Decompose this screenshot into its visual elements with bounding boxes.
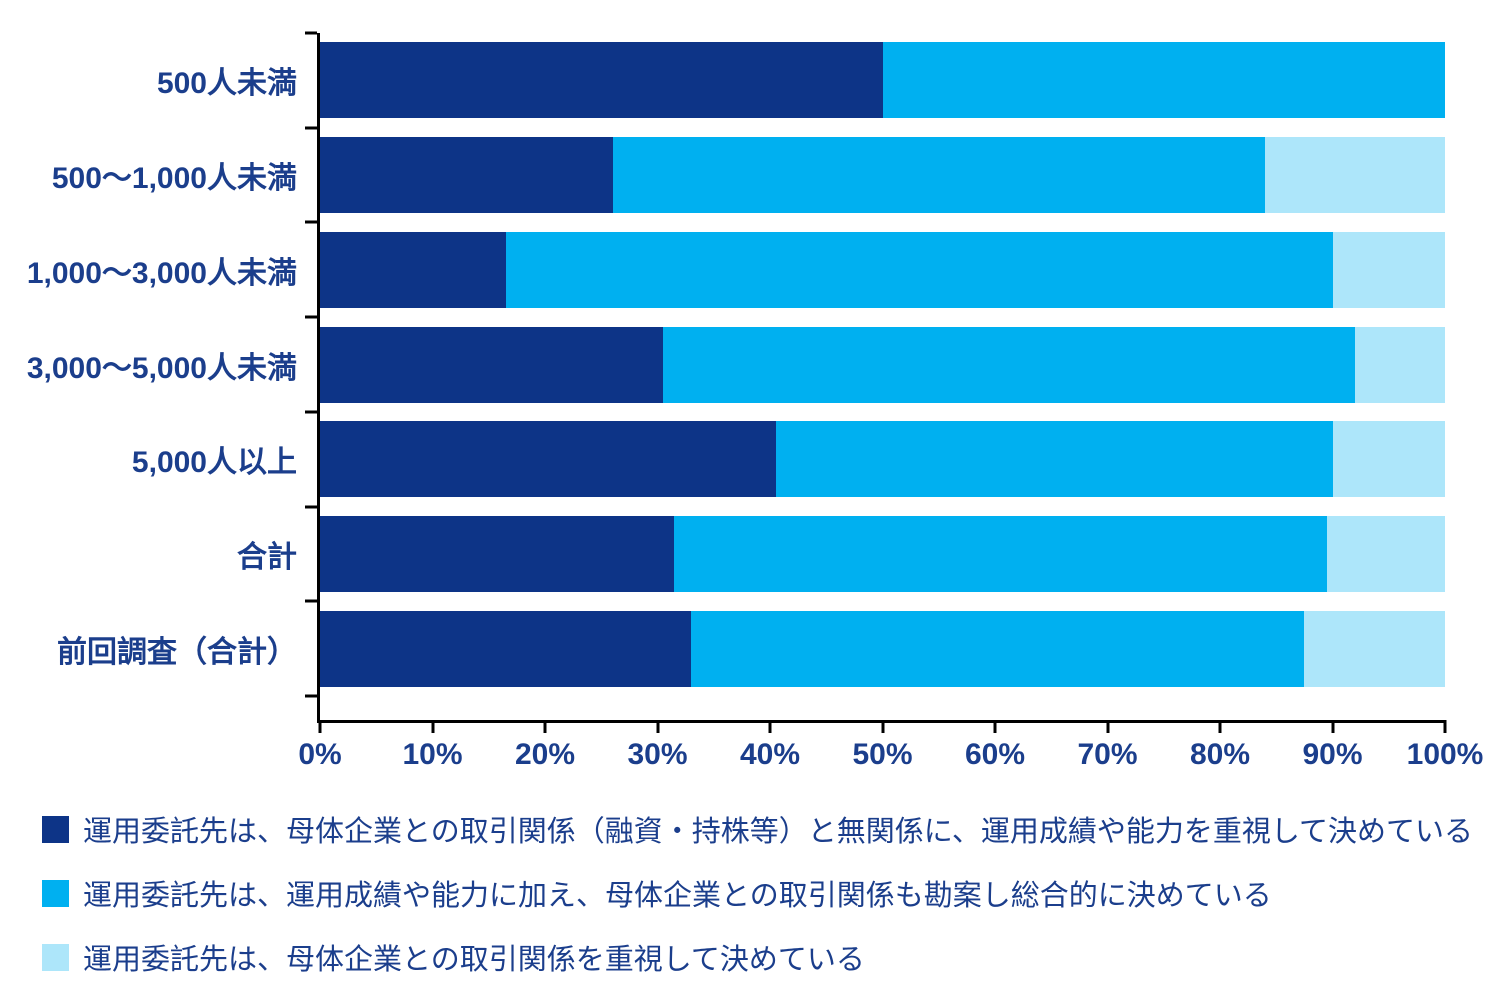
y-axis-tick [305, 599, 317, 603]
bar-segment-series-2 [691, 610, 1305, 687]
x-axis-tick-label: 20% [514, 738, 576, 771]
bar-row [320, 317, 1445, 412]
bar-segment-series-3 [1355, 326, 1445, 403]
category-label: 5,000人以上 [131, 446, 297, 480]
x-axis-tick [881, 720, 884, 733]
bar-segment-series-2 [775, 421, 1333, 498]
stacked-bar [320, 610, 1445, 687]
legend-swatch-icon [42, 879, 69, 907]
legend: 運用委託先は、母体企業との取引関係（融資・持株等）と無関係に、運用成績や能力を重… [42, 806, 1473, 998]
legend-item: 運用委託先は、母体企業との取引関係を重視して決めている [42, 934, 1473, 980]
x-axis-tick [993, 720, 997, 733]
bar-segment-series-1 [320, 42, 883, 119]
category-label: 合計 [237, 540, 297, 574]
stacked-bar [320, 231, 1445, 308]
y-axis-tick [305, 220, 317, 224]
y-axis-tick [305, 126, 317, 130]
bar-segment-series-3 [1304, 610, 1445, 687]
x-axis-tick-label: 90% [1302, 738, 1363, 771]
bar-segment-series-1 [320, 137, 613, 214]
x-axis-tick [1218, 720, 1222, 733]
x-axis-tick [656, 720, 659, 733]
bar-row [320, 601, 1445, 696]
bar-segment-series-1 [320, 610, 692, 687]
stacked-bar [320, 421, 1445, 498]
x-axis-tick [431, 720, 434, 733]
x-axis-tick-label: 30% [627, 738, 688, 771]
x-axis-tick [1331, 720, 1334, 733]
bar-segment-series-3 [1326, 515, 1445, 592]
category-axis: 500人未満 500〜1,000人未満 1,000〜3,000人未満 3,000〜5,… [0, 33, 305, 696]
plot-area: 0% 10% 20% 30% 40% 50% 60% 70% 80% 90% 100% [298, 31, 1483, 771]
bar-segment-series-2 [674, 515, 1327, 592]
bar-rows [320, 33, 1445, 696]
legend-label: 運用委託先は、母体企業との取引関係（融資・持株等）と無関係に、運用成績や能力を重… [83, 816, 1473, 848]
bar-segment-series-3 [1332, 421, 1445, 498]
stacked-bar [320, 326, 1445, 403]
bar-segment-series-1 [320, 231, 506, 308]
legend-item: 運用委託先は、母体企業との取引関係（融資・持株等）と無関係に、運用成績や能力を重… [42, 806, 1473, 852]
bar-segment-series-2 [882, 42, 1445, 119]
x-axis-tick-label: 40% [739, 738, 801, 771]
y-axis-tick [305, 315, 317, 319]
bar-segment-series-3 [1265, 137, 1445, 214]
legend-swatch-icon [42, 943, 69, 971]
category-label: 500〜1,000人未満 [51, 162, 297, 196]
y-axis-tick [305, 31, 317, 35]
x-axis-tick [1443, 720, 1447, 733]
x-axis-tick-label: 60% [964, 738, 1026, 771]
y-axis-tick [305, 505, 317, 509]
y-axis-tick [305, 410, 317, 414]
bar-segment-series-1 [320, 421, 776, 498]
x-axis-tick [768, 720, 772, 733]
bar-segment-series-2 [505, 231, 1333, 308]
bar-row [320, 412, 1445, 507]
x-axis-tick [1106, 720, 1109, 733]
x-axis-tick-label: 50% [852, 738, 913, 771]
x-axis-tick [318, 720, 322, 733]
x-axis-tick-label: 70% [1077, 738, 1138, 771]
legend-swatch-icon [42, 815, 69, 843]
bar-row [320, 222, 1445, 317]
category-label: 3,000〜5,000人未満 [26, 351, 297, 385]
bar-segment-series-2 [663, 326, 1355, 403]
bar-segment-series-1 [320, 515, 675, 592]
x-axis-tick-label: 80% [1189, 738, 1251, 771]
bar-segment-series-1 [320, 326, 664, 403]
x-axis-tick-label: 100% [1406, 738, 1484, 771]
legend-label: 運用委託先は、運用成績や能力に加え、母体企業との取引関係も勘案し総合的に決めてい… [83, 880, 1272, 912]
category-label: 1,000〜3,000人未満 [26, 256, 297, 290]
stacked-bar [320, 515, 1445, 592]
y-axis-tick [305, 694, 317, 698]
bar-row [320, 33, 1445, 128]
stacked-bar [320, 42, 1445, 119]
x-axis-tick [543, 720, 547, 733]
x-axis-tick-label: 10% [402, 738, 463, 771]
bar-segment-series-2 [612, 137, 1265, 214]
stacked-bar [320, 137, 1445, 214]
category-label: 前回調査（合計） [57, 635, 297, 669]
bar-row [320, 507, 1445, 602]
x-axis-tick-label: 0% [298, 738, 342, 771]
legend-item: 運用委託先は、運用成績や能力に加え、母体企業との取引関係も勘案し総合的に決めてい… [42, 870, 1473, 916]
bar-row [320, 128, 1445, 223]
bar-segment-series-3 [1332, 231, 1445, 308]
legend-label: 運用委託先は、母体企業との取引関係を重視して決めている [83, 944, 865, 976]
category-label: 500人未満 [156, 67, 297, 101]
